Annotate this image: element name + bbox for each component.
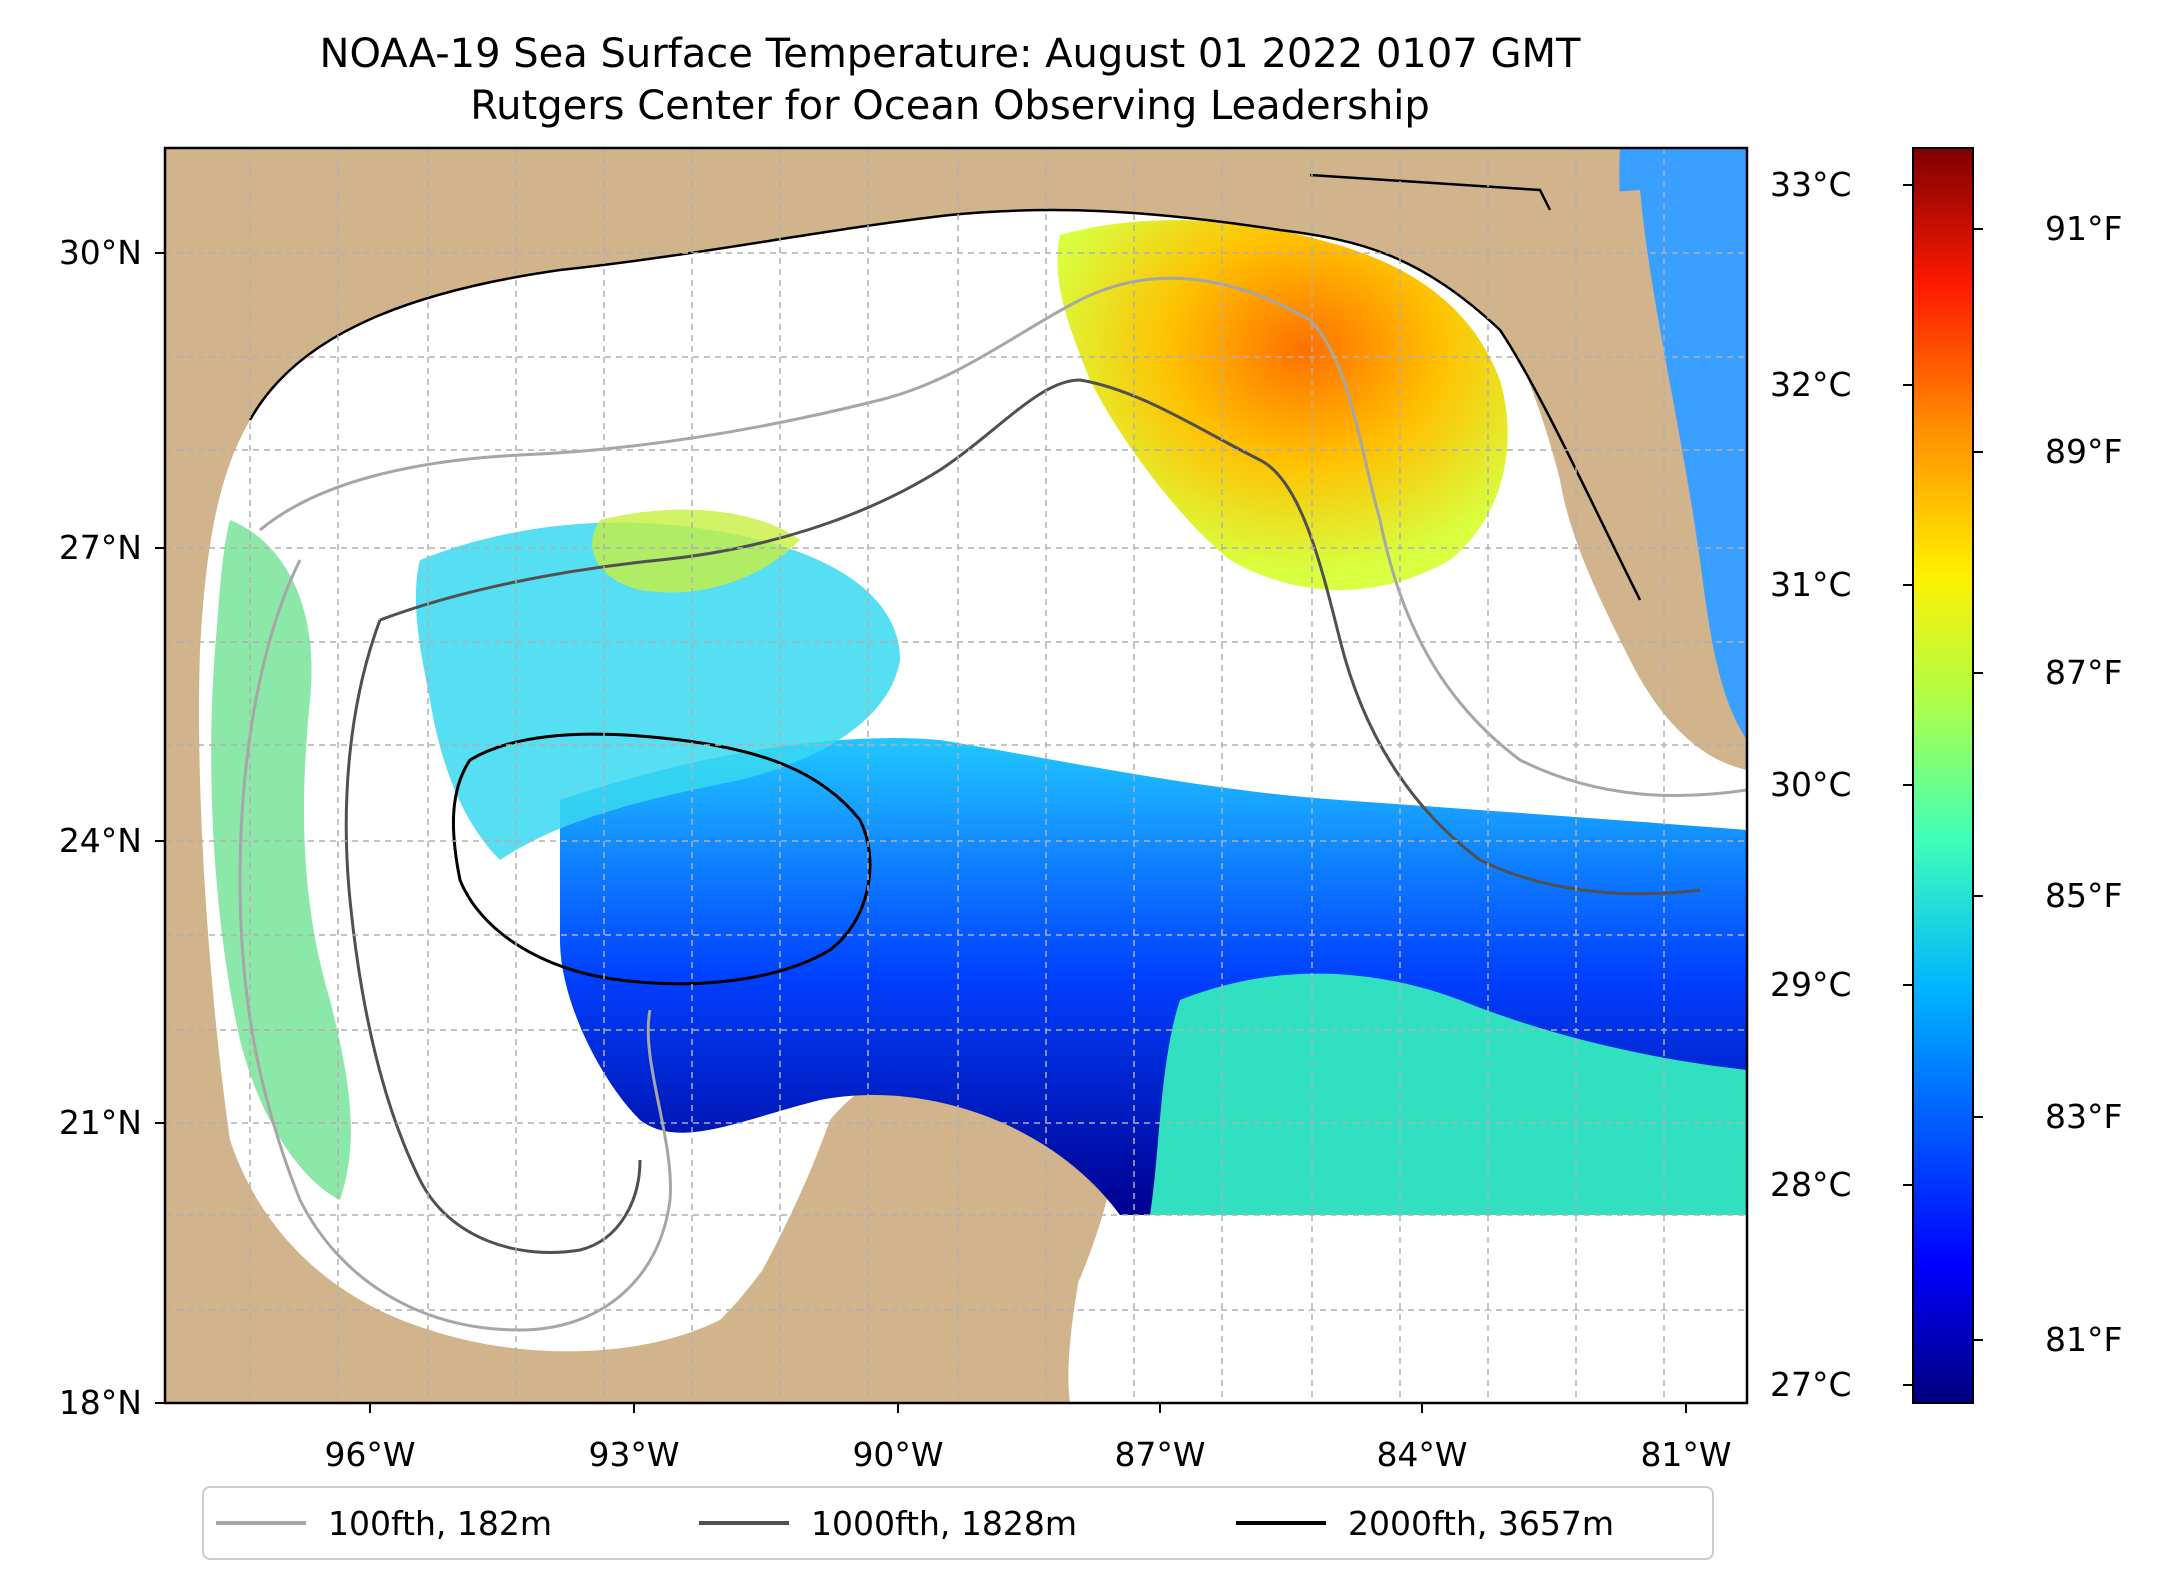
state-border [1309,173,1552,211]
caribbean-sst [1150,973,1747,1215]
lat-tick-30n: 30°N [58,233,142,272]
contour-1000fth-west [344,619,642,1254]
colorbar-tick-27c: 27°C [1770,1365,1852,1404]
florida-peninsula [1485,190,1747,770]
map-subtitle: Rutgers Center for Ocean Observing Leade… [470,83,1430,129]
legend-label-1000fth: 1000fth, 1828m [811,1503,1077,1543]
mid-gulf-warm-sst [592,509,800,593]
map-title: NOAA-19 Sea Surface Temperature: August … [319,31,1581,77]
lon-tick-84w: 84°W [1376,1435,1468,1474]
map-frame [163,146,1749,1405]
map-area [165,148,1747,1403]
colorbar-tick-81f: 81°F [2045,1320,2123,1359]
coastline [248,208,1642,601]
lon-tick-90w: 90°W [852,1435,944,1474]
legend-label-2000fth: 2000fth, 3657m [1348,1503,1614,1543]
lat-tick-18n: 18°N [58,1383,142,1422]
colorbar-tick-28c: 28°C [1770,1165,1852,1204]
gridlines [165,148,1747,1403]
colorbar-tick-91f: 91°F [2045,209,2123,248]
colorbar-tick-31c: 31°C [1770,565,1852,604]
legend-label-100fth: 100fth, 182m [328,1503,552,1543]
legend-swatch-2000fth [1236,1521,1326,1525]
axis-ticks [155,252,1687,1413]
colorbar-tick-29c: 29°C [1770,965,1852,1004]
colorbar-tick-33c: 33°C [1770,165,1852,204]
lon-tick-93w: 93°W [588,1435,680,1474]
legend-swatch-100fth [216,1521,306,1525]
colorbar-tick-83f: 83°F [2045,1097,2123,1136]
contour-1000fth [379,378,1701,896]
contour-100fth-west [238,559,672,1332]
legend-swatch-1000fth [699,1521,789,1525]
colorbar-tick-87f: 87°F [2045,653,2123,692]
warm-sst-patch [1057,220,1508,590]
mid-gulf-sst [415,522,900,860]
yucatan-peninsula [700,1047,1122,1403]
colorbar-tick-85f: 85°F [2045,876,2123,915]
colorbar-tick-89f: 89°F [2045,432,2123,471]
lon-tick-81w: 81°W [1640,1435,1732,1474]
contour-legend: 100fth, 182m 1000fth, 1828m 2000fth, 365… [202,1486,1714,1560]
colorbar [1912,147,1974,1404]
lat-tick-24n: 24°N [58,821,142,860]
lat-tick-21n: 21°N [58,1103,142,1142]
legend-item-1000fth: 1000fth, 1828m [699,1488,1077,1558]
contour-100fth [259,276,1747,798]
colorbar-tick-30c: 30°C [1770,765,1852,804]
colorbar-ticks [1903,184,1983,1386]
colorbar-tick-32c: 32°C [1770,365,1852,404]
legend-item-100fth: 100fth, 182m [216,1488,552,1558]
lon-tick-96w: 96°W [324,1435,416,1474]
lat-tick-27n: 27°N [58,528,142,567]
contour-2000fth [451,732,872,986]
legend-item-2000fth: 2000fth, 3657m [1236,1488,1614,1558]
caribbean-nodata [1100,1215,1747,1403]
lon-tick-87w: 87°W [1114,1435,1206,1474]
